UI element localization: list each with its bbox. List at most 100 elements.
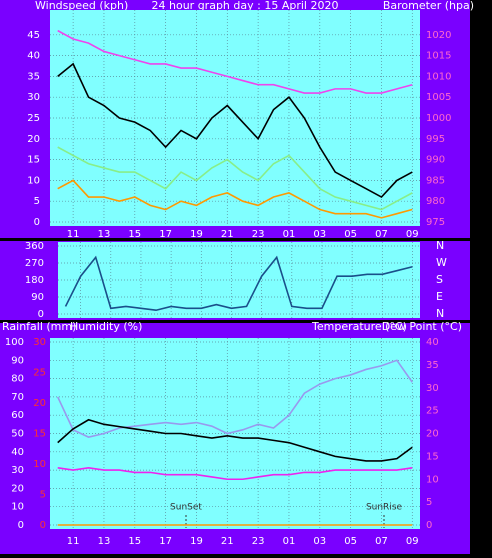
x-tick-label: 01 bbox=[283, 536, 296, 547]
yticks-label: 30 bbox=[27, 92, 40, 103]
y2ticks-label: S bbox=[436, 273, 443, 286]
y3ticks-label: 20 bbox=[33, 398, 46, 409]
y2ticks-label: 1005 bbox=[426, 92, 451, 103]
x-tick-label: 03 bbox=[313, 536, 326, 547]
x-tick-label: 19 bbox=[190, 229, 203, 240]
x-tick-label: 11 bbox=[67, 536, 80, 547]
separator bbox=[0, 238, 470, 241]
x-tick-label: 03 bbox=[313, 229, 326, 240]
series-line bbox=[57, 179, 413, 219]
x-tick-label: 21 bbox=[221, 536, 234, 547]
yticks-label: 90 bbox=[31, 292, 44, 303]
x-tick-label: 19 bbox=[190, 536, 203, 547]
y2ticks-label: E bbox=[436, 290, 443, 303]
yticks-label: 70 bbox=[11, 392, 24, 403]
yticks-label: 10 bbox=[11, 502, 24, 513]
yticks-label: 180 bbox=[25, 275, 44, 286]
y2ticks-label: 35 bbox=[426, 360, 439, 371]
x-tick-label: 01 bbox=[283, 229, 296, 240]
y3ticks-label: 0 bbox=[40, 520, 46, 531]
plot-area bbox=[50, 10, 420, 226]
series-line bbox=[57, 29, 413, 94]
yticks-label: 30 bbox=[11, 465, 24, 476]
y2ticks-label: 0 bbox=[426, 520, 432, 531]
yticks-label: 0 bbox=[34, 217, 40, 228]
x-tick-label: 07 bbox=[375, 536, 388, 547]
y2ticks-label: 25 bbox=[426, 406, 439, 417]
baro-axis-title: Barometer (hpa) bbox=[383, 0, 474, 12]
y2ticks-label: 1015 bbox=[426, 51, 451, 62]
x-tick-label: 09 bbox=[406, 536, 419, 547]
y2ticks-label: 980 bbox=[426, 196, 445, 207]
x-tick-label: 05 bbox=[344, 229, 357, 240]
series-line bbox=[64, 255, 413, 312]
x-tick-label: 05 bbox=[344, 536, 357, 547]
y2ticks-label: N bbox=[436, 307, 444, 320]
series-line bbox=[57, 467, 413, 481]
chart-title: 24 hour graph day : 15 April 2020 bbox=[152, 0, 339, 12]
y2ticks-label: 1010 bbox=[426, 71, 451, 82]
series-line bbox=[57, 418, 413, 462]
y2ticks-label: 975 bbox=[426, 217, 445, 228]
yticks-label: 20 bbox=[27, 134, 40, 145]
y2ticks-label: 1000 bbox=[426, 113, 451, 124]
yticks-label: 45 bbox=[27, 30, 40, 41]
plot-area bbox=[50, 338, 420, 529]
annotation: SunSet bbox=[170, 503, 202, 513]
y2ticks-label: 990 bbox=[426, 155, 445, 166]
y2ticks-label: 30 bbox=[426, 383, 439, 394]
y2ticks-label: 10 bbox=[426, 474, 439, 485]
y3ticks-label: 10 bbox=[33, 459, 46, 470]
x-tick-label: 07 bbox=[375, 229, 388, 240]
yticks-label: 5 bbox=[34, 196, 40, 207]
annotation: SunRise bbox=[366, 503, 403, 513]
x-tick-label: 23 bbox=[252, 229, 265, 240]
x-tick-label: 23 bbox=[252, 536, 265, 547]
x-tick-label: 21 bbox=[221, 229, 234, 240]
dewpoint-axis-title: Dew Point (°C) bbox=[382, 320, 462, 333]
yticks-label: 360 bbox=[25, 241, 44, 252]
x-tick-label: 15 bbox=[128, 229, 141, 240]
rain-axis-title: Rainfall (mm) bbox=[2, 320, 76, 333]
yticks-label: 0 bbox=[38, 309, 44, 320]
y2ticks-label: 40 bbox=[426, 337, 439, 348]
y2ticks-label: 985 bbox=[426, 175, 445, 186]
y2ticks-label: 15 bbox=[426, 451, 439, 462]
y2ticks-label: 5 bbox=[426, 497, 432, 508]
x-tick-label: 11 bbox=[67, 229, 80, 240]
series-line bbox=[57, 62, 413, 199]
yticks-label: 10 bbox=[27, 175, 40, 186]
x-tick-label: 15 bbox=[128, 536, 141, 547]
yticks-label: 35 bbox=[27, 71, 40, 82]
y3ticks-label: 25 bbox=[33, 368, 46, 379]
x-tick-label: 13 bbox=[98, 536, 111, 547]
y2ticks-label: 995 bbox=[426, 134, 445, 145]
yticks-label: 270 bbox=[25, 258, 44, 269]
x-tick-label: 17 bbox=[159, 536, 172, 547]
temperature-axis-title: Temperature (°C) bbox=[311, 320, 407, 333]
y2ticks-label: W bbox=[436, 256, 447, 269]
y2ticks-label: 20 bbox=[426, 429, 439, 440]
yticks-label: 60 bbox=[11, 410, 24, 421]
yticks-label: 40 bbox=[27, 51, 40, 62]
yticks-label: 80 bbox=[11, 374, 24, 385]
yticks-label: 15 bbox=[27, 155, 40, 166]
yticks-label: 90 bbox=[11, 355, 24, 366]
wind-axis-title: Windspeed (kph) bbox=[35, 0, 128, 12]
y2ticks-label: 1020 bbox=[426, 30, 451, 41]
yticks-label: 50 bbox=[11, 429, 24, 440]
yticks-label: 100 bbox=[5, 337, 24, 348]
y3ticks-label: 5 bbox=[40, 490, 46, 501]
series-line bbox=[57, 146, 413, 211]
y2ticks-label: N bbox=[436, 239, 444, 252]
y3ticks-label: 30 bbox=[33, 337, 46, 348]
yticks-label: 0 bbox=[18, 520, 24, 531]
humidity-axis-title: Humidity (%) bbox=[70, 320, 142, 333]
separator bbox=[0, 320, 470, 323]
yticks-label: 25 bbox=[27, 113, 40, 124]
x-tick-label: 09 bbox=[406, 229, 419, 240]
yticks-label: 20 bbox=[11, 483, 24, 494]
series-line bbox=[56, 359, 413, 439]
x-tick-label: 17 bbox=[159, 229, 172, 240]
